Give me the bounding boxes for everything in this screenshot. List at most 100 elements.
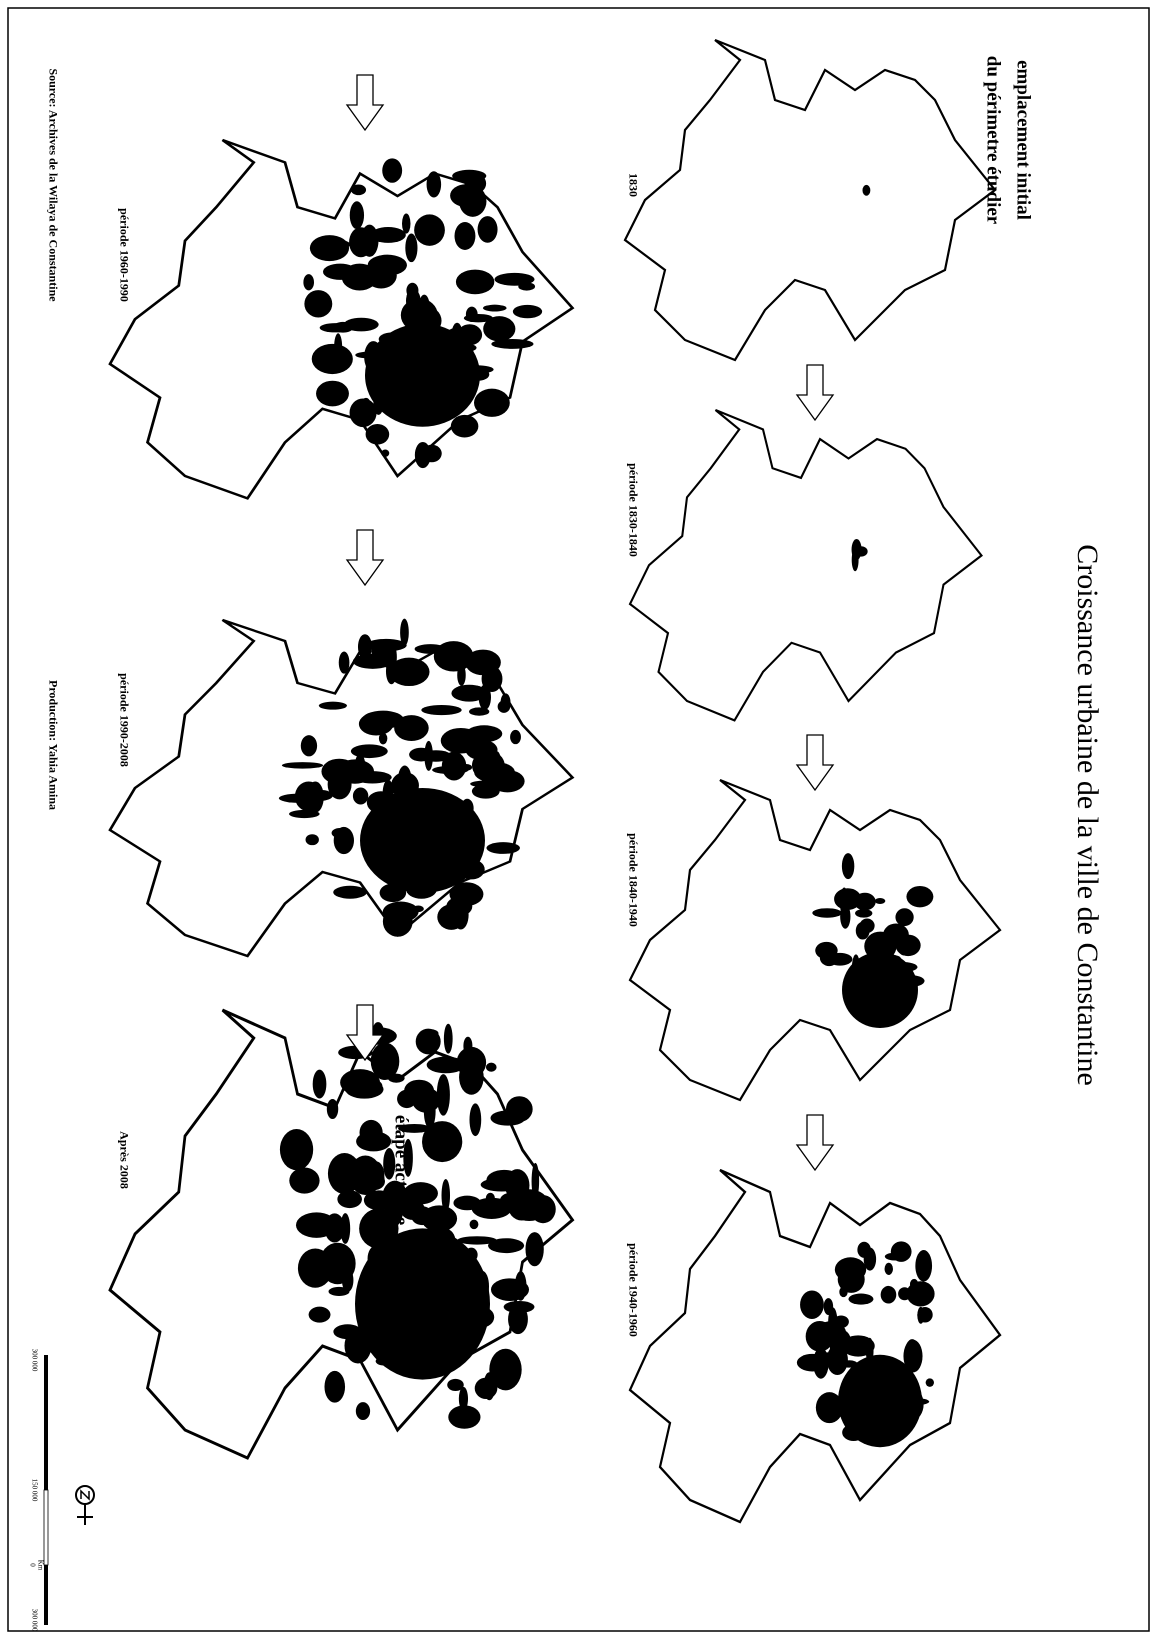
north-arrow <box>76 1486 94 1525</box>
urban-patch <box>876 940 884 947</box>
urban-patch <box>405 234 417 263</box>
urban-patch <box>350 201 364 229</box>
urban-map <box>625 40 995 360</box>
urban-patch <box>323 264 357 280</box>
urban-patch <box>486 1170 521 1191</box>
urban-patch <box>898 942 910 955</box>
urban-patch <box>333 886 367 899</box>
urban-patch <box>414 214 445 245</box>
urban-patch <box>451 415 479 438</box>
urban-patch <box>327 1099 338 1119</box>
map-label: période 1990-2008 <box>117 673 131 767</box>
urban-patch <box>463 1037 472 1056</box>
urban-patch <box>474 389 510 417</box>
urban-patch <box>349 227 373 257</box>
intro-line: du périmetre étudier <box>983 56 1004 225</box>
stage-label: étape actuelle <box>391 1115 412 1225</box>
urban-patch <box>459 1060 484 1095</box>
urban-patch <box>437 904 465 930</box>
urban-map <box>630 780 1000 1100</box>
urban-patch <box>442 1179 451 1212</box>
urban-map <box>630 410 982 720</box>
urban-patch <box>459 1387 468 1411</box>
urban-patch <box>309 1307 331 1323</box>
urban-patch <box>371 1042 400 1080</box>
urban-map <box>110 1010 573 1458</box>
urban-patch <box>421 705 461 715</box>
source: Source: Archives de la Wilaya de Constan… <box>46 68 60 302</box>
urban-patch <box>483 305 507 312</box>
intro-line: emplacement initial <box>1013 60 1034 220</box>
maps <box>110 40 1000 1522</box>
urban-patch <box>356 1131 391 1151</box>
urban-patch <box>368 255 407 276</box>
urban-patch <box>915 1250 932 1282</box>
urban-patch <box>506 1096 533 1122</box>
urban-patch <box>421 1205 457 1231</box>
urban-patch <box>427 171 442 197</box>
urban-patch <box>513 305 542 318</box>
urban-patch <box>362 711 404 729</box>
urban-patch <box>319 702 347 710</box>
urban-patch <box>456 270 494 295</box>
scale-unit: Km <box>36 1560 44 1571</box>
urban-patch <box>470 1220 479 1230</box>
title: Croissance urbaine de la ville de Consta… <box>1071 544 1104 1086</box>
urban-patch <box>464 173 486 193</box>
urban-map <box>110 140 573 498</box>
urban-patch <box>906 886 933 907</box>
scale-bar: 300 000 150 000 Km 0 300 000 <box>28 1349 48 1632</box>
urban-patch <box>479 685 491 710</box>
urban-map <box>630 1170 1000 1522</box>
urban-patch <box>466 307 478 322</box>
urban-patch <box>824 1298 833 1315</box>
urban-patch <box>515 1271 527 1301</box>
urban-patch <box>381 450 389 457</box>
scale-label: 150 000 <box>30 1479 38 1502</box>
urban-patch <box>479 779 492 798</box>
urban-patch <box>319 1243 355 1285</box>
urban-patch <box>885 1263 893 1275</box>
urban-patch <box>848 1294 873 1305</box>
urban-patch <box>353 1078 382 1095</box>
urban-patch <box>491 339 533 349</box>
urban-patch <box>422 1029 439 1037</box>
urban-patch <box>406 289 421 312</box>
urban-patch <box>434 641 474 671</box>
urban-patch <box>424 1094 436 1128</box>
urban-patch <box>289 1168 319 1194</box>
urban-patch <box>351 744 388 758</box>
urban-patch <box>282 762 323 768</box>
urban-patch <box>370 227 405 243</box>
urban-patch <box>486 1193 495 1204</box>
urban-patch <box>486 842 519 854</box>
urban-patch <box>532 1163 540 1199</box>
urban-patch <box>356 1402 370 1420</box>
map-label: Après 2008 <box>117 1131 131 1189</box>
urban-core <box>355 1228 490 1379</box>
urban-patch <box>389 658 430 686</box>
urban-patch <box>316 381 349 407</box>
urban-patch <box>881 1286 897 1304</box>
urban-patch <box>917 1307 932 1322</box>
urban-patch <box>895 908 913 926</box>
urban-patch <box>525 1232 543 1266</box>
commune-boundary <box>625 40 995 360</box>
urban-patch <box>856 922 870 940</box>
urban-patch <box>489 1349 521 1391</box>
urban-patch <box>313 1070 327 1099</box>
urban-patch <box>334 827 354 854</box>
urban-patch <box>280 1129 313 1170</box>
map-label: 1830 <box>626 173 640 197</box>
map-label: période 1960-1990 <box>117 208 131 302</box>
urban-patch <box>364 1173 385 1190</box>
urban-patch <box>855 909 872 918</box>
urban-patch <box>383 902 419 922</box>
urban-patch <box>486 1063 497 1072</box>
urban-patch <box>444 1024 453 1054</box>
urban-patch <box>422 445 442 463</box>
urban-patch <box>864 1247 876 1270</box>
urban-patch <box>854 546 867 556</box>
urban-core <box>365 324 480 427</box>
urban-patch <box>424 741 433 771</box>
